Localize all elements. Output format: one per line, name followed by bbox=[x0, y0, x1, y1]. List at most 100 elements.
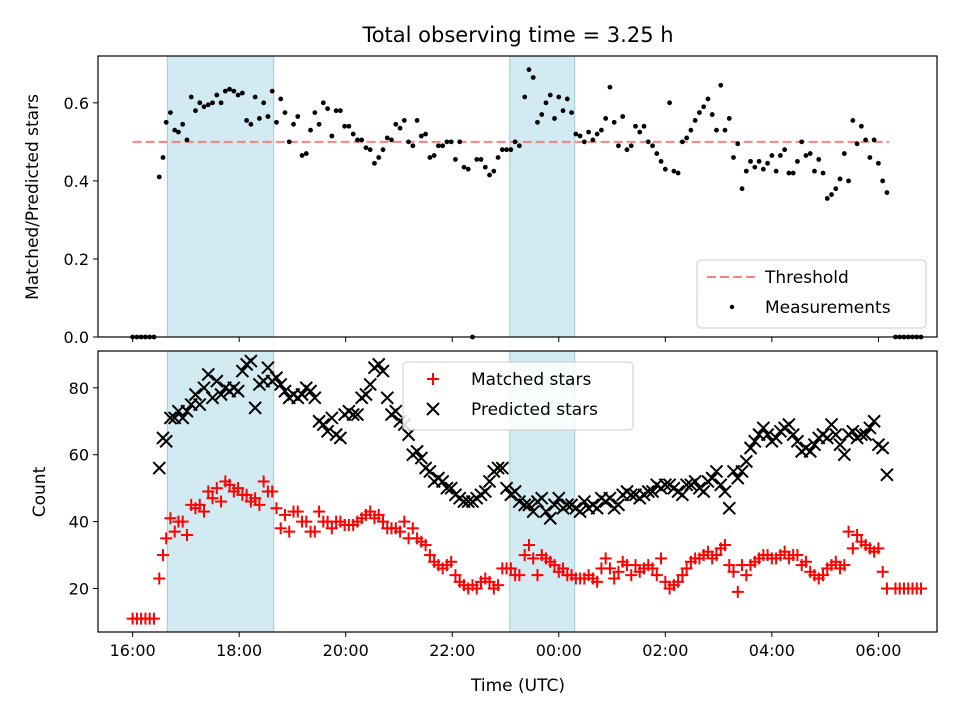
measurement-point bbox=[282, 110, 288, 115]
matched-star-point bbox=[603, 562, 616, 575]
measurement-point bbox=[487, 172, 492, 178]
matched-star-point bbox=[740, 569, 753, 582]
measurement-point bbox=[308, 127, 313, 133]
measurement-point bbox=[248, 121, 254, 127]
matched-star-point bbox=[727, 565, 740, 578]
measurement-point bbox=[876, 160, 881, 166]
predicted-star-point bbox=[303, 384, 318, 398]
predicted-star-point bbox=[675, 488, 690, 502]
predicted-star-point bbox=[858, 427, 873, 442]
predicted-star-point bbox=[769, 431, 783, 445]
matched-star-point bbox=[240, 488, 253, 501]
measurement-point bbox=[684, 135, 690, 141]
top-panel: 0.0 0.2 0.4 0.6 Matched/Predicted stars Thr… bbox=[23, 55, 938, 347]
measurement-point bbox=[512, 139, 518, 145]
observing-window-1 bbox=[166, 350, 275, 633]
predicted-star-point bbox=[846, 424, 860, 438]
predicted-star-point bbox=[611, 498, 626, 512]
matched-star-point bbox=[176, 515, 189, 528]
measurement-point bbox=[380, 147, 386, 153]
predicted-star-point bbox=[444, 481, 458, 495]
measurement-point bbox=[410, 143, 416, 149]
predicted-star-point bbox=[188, 387, 203, 402]
measurement-point bbox=[799, 139, 805, 145]
measurement-point bbox=[299, 153, 305, 158]
count-points bbox=[126, 354, 928, 625]
measurement-points bbox=[130, 67, 924, 340]
matched-star-point bbox=[249, 492, 262, 505]
predicted-star-point bbox=[193, 397, 207, 412]
measurement-point bbox=[176, 129, 181, 135]
matched-star-point bbox=[419, 539, 432, 552]
x-tick-label: 04:00 bbox=[749, 641, 795, 660]
measurement-point bbox=[197, 100, 203, 106]
matched-star-point bbox=[527, 552, 540, 565]
bottom-panel: 20 40 60 80 16:00 18:00 20:00 22:00 00:00 02:00 04… bbox=[30, 350, 938, 696]
measurement-point bbox=[461, 164, 467, 170]
measurement-point bbox=[739, 186, 745, 192]
measurement-point bbox=[577, 133, 583, 139]
predicted-star-point bbox=[552, 491, 566, 505]
predicted-star-point bbox=[645, 484, 660, 499]
matched-star-point bbox=[202, 485, 215, 498]
matched-star-point bbox=[270, 502, 283, 515]
predicted-star-point bbox=[526, 504, 540, 519]
measurement-point bbox=[457, 139, 463, 145]
predicted-star-point bbox=[244, 354, 258, 368]
predicted-star-point bbox=[205, 391, 220, 405]
measurement-point bbox=[569, 110, 574, 115]
measurement-point bbox=[239, 90, 245, 96]
matched-star-point bbox=[650, 569, 663, 582]
x-tick-label: 00:00 bbox=[536, 641, 582, 660]
matched-star-point bbox=[778, 545, 791, 558]
predicted-star-point bbox=[867, 414, 881, 428]
matched-star-point bbox=[274, 522, 287, 535]
measurement-point bbox=[384, 135, 390, 141]
measurement-point bbox=[824, 196, 830, 201]
measurement-point bbox=[765, 160, 771, 166]
measurement-point bbox=[367, 147, 373, 153]
measurement-point bbox=[671, 168, 677, 174]
measurement-point bbox=[616, 143, 621, 149]
measurement-point bbox=[274, 119, 279, 125]
measurement-point bbox=[594, 131, 600, 137]
matched-star-point bbox=[492, 579, 505, 592]
matched-star-point bbox=[518, 549, 531, 562]
predicted-star-point bbox=[269, 371, 284, 385]
predicted-star-point bbox=[807, 437, 822, 452]
matched-star-point bbox=[659, 575, 672, 588]
measurement-point bbox=[880, 178, 886, 184]
matched-star-point bbox=[156, 549, 169, 562]
top-axes-frame bbox=[97, 55, 938, 338]
measurement-point bbox=[539, 112, 545, 117]
predicted-star-point bbox=[743, 441, 758, 455]
predicted-star-point bbox=[880, 468, 894, 482]
matched-star-point bbox=[168, 525, 181, 538]
measurement-point bbox=[790, 170, 796, 176]
matched-star-point bbox=[232, 482, 245, 495]
measurements-legend-swatch bbox=[729, 304, 735, 310]
measurement-point bbox=[633, 123, 638, 129]
measurement-point bbox=[846, 178, 851, 184]
predicted-star-point bbox=[320, 424, 335, 438]
measurement-point bbox=[346, 123, 352, 129]
matched-star-point bbox=[300, 515, 313, 528]
measurement-point bbox=[474, 157, 480, 162]
measurement-point bbox=[564, 96, 570, 102]
predicted-star-point bbox=[603, 491, 617, 505]
measurement-point bbox=[829, 192, 834, 197]
matched-star-point bbox=[522, 539, 535, 552]
measurement-point bbox=[726, 116, 732, 121]
matched-star-point bbox=[193, 498, 206, 511]
matched-star-point bbox=[153, 572, 166, 585]
predicted-star-point bbox=[560, 498, 575, 512]
matched-star-point bbox=[915, 582, 928, 595]
measurement-point bbox=[752, 164, 758, 170]
matched-star-point bbox=[308, 525, 321, 538]
predicted-star-point bbox=[197, 381, 211, 395]
measurement-point bbox=[607, 84, 613, 90]
measurement-point bbox=[342, 123, 348, 129]
matched-star-point bbox=[672, 575, 685, 588]
measurement-point bbox=[333, 108, 339, 114]
x-axis-label: Time (UTC) bbox=[470, 676, 565, 696]
